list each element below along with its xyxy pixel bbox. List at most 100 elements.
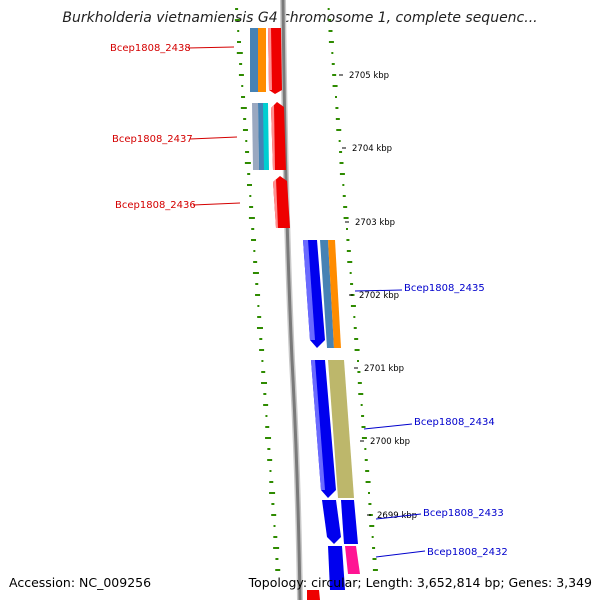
label-leader-line [375, 550, 426, 558]
gc-skew-dash [361, 437, 367, 439]
gc-skew-dash [343, 217, 349, 219]
gc-skew-dash [335, 118, 340, 120]
gc-skew-dash [245, 140, 248, 142]
gc-skew-dash [361, 415, 365, 417]
gc-skew-dash [357, 382, 362, 384]
gc-skew-dash [241, 96, 246, 98]
map-title: Burkholderia vietnamiensis G4 chromosome… [62, 10, 538, 26]
gc-skew-dash [269, 470, 272, 472]
gc-skew-track-inner [234, 8, 281, 571]
gc-skew-dash [253, 261, 258, 263]
gc-skew-dash [339, 173, 345, 175]
gc-skew-dash [273, 547, 280, 549]
left-gene-labels: Bcep1808_2438 Bcep1808_2437 Bcep1808_2436 [110, 43, 241, 211]
gene-label[interactable]: Bcep1808_2432 [427, 547, 508, 558]
gc-skew-dash [249, 206, 254, 208]
gc-skew-dash [364, 459, 368, 461]
gc-skew-dash [237, 41, 242, 43]
gene-label[interactable]: Bcep1808_2436 [115, 200, 196, 211]
gc-skew-dash [354, 349, 360, 351]
gene-label[interactable]: Bcep1808_2435 [404, 283, 485, 294]
right-gene-labels: Bcep1808_2435 Bcep1808_2434 Bcep1808_2433 B… [354, 283, 508, 558]
gc-skew-dash [365, 470, 370, 472]
gc-skew-dash [248, 217, 255, 219]
gene-bcep1808-2438[interactable] [250, 28, 282, 94]
gc-skew-dash [346, 239, 350, 241]
gene-bottom-red[interactable] [307, 590, 320, 600]
gene-bcep1808-2432[interactable] [328, 546, 360, 590]
gc-skew-dash [237, 30, 240, 32]
reverse-strand-genes [250, 28, 320, 600]
gc-skew-dash [372, 547, 376, 549]
gc-skew-dash [259, 349, 265, 351]
gc-skew-dash [242, 129, 248, 131]
gc-skew-dash [267, 459, 273, 461]
gc-skew-dash [336, 129, 342, 131]
gc-skew-dash [353, 327, 357, 329]
gc-skew-dash [361, 426, 366, 428]
gc-skew-dash [271, 503, 275, 505]
gene-bcep1808-2436[interactable] [273, 176, 290, 228]
gc-skew-dash [328, 30, 333, 32]
gc-skew-dash [343, 206, 348, 208]
gc-skew-dash [263, 393, 267, 395]
gc-skew-dash [259, 338, 263, 340]
gc-skew-dash [335, 107, 339, 109]
gc-skew-dash [236, 52, 243, 54]
gc-skew-dash [339, 162, 344, 164]
gc-skew-dash [252, 272, 259, 274]
tick-label: 2703 kbp [355, 218, 395, 228]
gene-bcep1808-2434[interactable] [311, 360, 354, 498]
gene-label[interactable]: Bcep1808_2437 [112, 134, 193, 145]
gc-skew-dash [246, 184, 252, 186]
gc-skew-dash [265, 426, 270, 428]
gc-skew-dash [328, 19, 332, 21]
gc-skew-dash [364, 448, 367, 450]
gc-skew-dash [271, 514, 277, 516]
gc-skew-dash [255, 294, 261, 296]
label-leader-line [187, 46, 235, 49]
gc-skew-dash [234, 19, 240, 21]
gc-skew-dash [354, 338, 359, 340]
gc-skew-dash [261, 382, 268, 384]
gc-skew-dash [273, 525, 276, 527]
gene-label[interactable]: Bcep1808_2438 [110, 43, 191, 54]
gene-bcep1808-2433[interactable] [322, 500, 358, 544]
gc-skew-dash [372, 569, 378, 571]
gc-skew-dash [346, 228, 348, 230]
gc-skew-dash [357, 360, 359, 362]
gc-skew-dash [332, 74, 337, 76]
gc-skew-dash [371, 536, 374, 538]
label-leader-line [192, 202, 241, 206]
gc-skew-dash [369, 525, 375, 527]
gc-skew-dash [261, 360, 264, 362]
gc-skew-dash [255, 283, 259, 285]
gc-skew-dash [269, 492, 276, 494]
gc-skew-dash [251, 239, 257, 241]
label-leader-line [375, 513, 422, 520]
gc-skew-track-outer [327, 8, 378, 571]
gene-bcep1808-2437[interactable] [252, 102, 286, 170]
gc-skew-dash [342, 195, 346, 197]
gene-label[interactable]: Bcep1808_2434 [414, 417, 495, 428]
gc-skew-dash [365, 481, 371, 483]
gc-skew-dash [273, 536, 278, 538]
chromosome-backbone [280, 0, 303, 600]
accession-text: Accession: NC_009256 [9, 575, 152, 590]
label-leader-line [354, 289, 403, 292]
gc-skew-dash [253, 250, 256, 252]
tick-label: 2705 kbp [349, 71, 389, 81]
gc-skew-dash [275, 569, 281, 571]
gc-skew-dash [235, 8, 239, 10]
gc-skew-dash [243, 118, 247, 120]
gc-skew-dash [256, 327, 263, 329]
label-leader-line [189, 136, 238, 140]
gc-skew-dash [261, 371, 266, 373]
tick-label: 2701 kbp [364, 364, 404, 374]
gc-skew-dash [244, 162, 251, 164]
gene-bcep1808-2435[interactable] [303, 240, 341, 348]
gc-skew-dash [247, 173, 251, 175]
gc-skew-dash [269, 481, 274, 483]
gene-label[interactable]: Bcep1808_2433 [423, 508, 504, 519]
